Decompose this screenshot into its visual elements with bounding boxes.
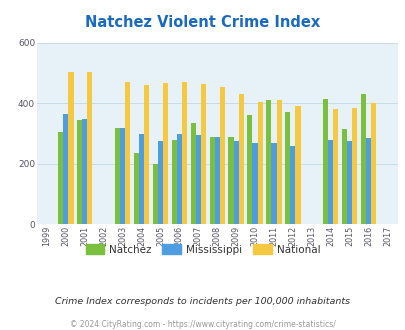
Bar	[266, 100, 271, 224]
Bar	[365, 138, 370, 224]
Bar	[370, 103, 375, 224]
Legend: Natchez, Mississippi, National: Natchez, Mississippi, National	[81, 240, 324, 259]
Bar	[214, 137, 219, 224]
Bar	[257, 102, 262, 224]
Bar	[290, 146, 295, 224]
Bar	[295, 106, 300, 224]
Bar	[209, 137, 214, 224]
Bar	[152, 164, 158, 224]
Bar	[346, 141, 351, 224]
Bar	[134, 153, 139, 224]
Bar	[351, 108, 356, 224]
Bar	[120, 128, 125, 224]
Bar	[87, 72, 92, 224]
Bar	[58, 132, 63, 224]
Bar	[271, 143, 276, 224]
Bar	[195, 135, 200, 224]
Bar	[327, 140, 333, 224]
Bar	[219, 87, 224, 224]
Bar	[228, 137, 233, 224]
Bar	[252, 143, 257, 224]
Bar	[247, 115, 252, 224]
Text: Crime Index corresponds to incidents per 100,000 inhabitants: Crime Index corresponds to incidents per…	[55, 297, 350, 307]
Bar	[190, 123, 195, 224]
Bar	[162, 83, 168, 224]
Text: © 2024 CityRating.com - https://www.cityrating.com/crime-statistics/: © 2024 CityRating.com - https://www.city…	[70, 319, 335, 329]
Bar	[63, 114, 68, 224]
Bar	[200, 84, 205, 224]
Bar	[181, 82, 187, 224]
Bar	[144, 85, 149, 224]
Bar	[77, 120, 82, 224]
Bar	[341, 129, 346, 224]
Bar	[115, 128, 120, 224]
Bar	[333, 110, 337, 224]
Bar	[125, 82, 130, 224]
Bar	[158, 141, 162, 224]
Bar	[276, 100, 281, 224]
Bar	[238, 94, 243, 224]
Bar	[177, 134, 181, 224]
Bar	[68, 72, 73, 224]
Bar	[360, 94, 365, 224]
Bar	[285, 113, 290, 224]
Bar	[322, 99, 327, 224]
Bar	[171, 140, 177, 224]
Bar	[139, 134, 144, 224]
Bar	[233, 141, 238, 224]
Bar	[82, 118, 87, 224]
Text: Natchez Violent Crime Index: Natchez Violent Crime Index	[85, 15, 320, 30]
